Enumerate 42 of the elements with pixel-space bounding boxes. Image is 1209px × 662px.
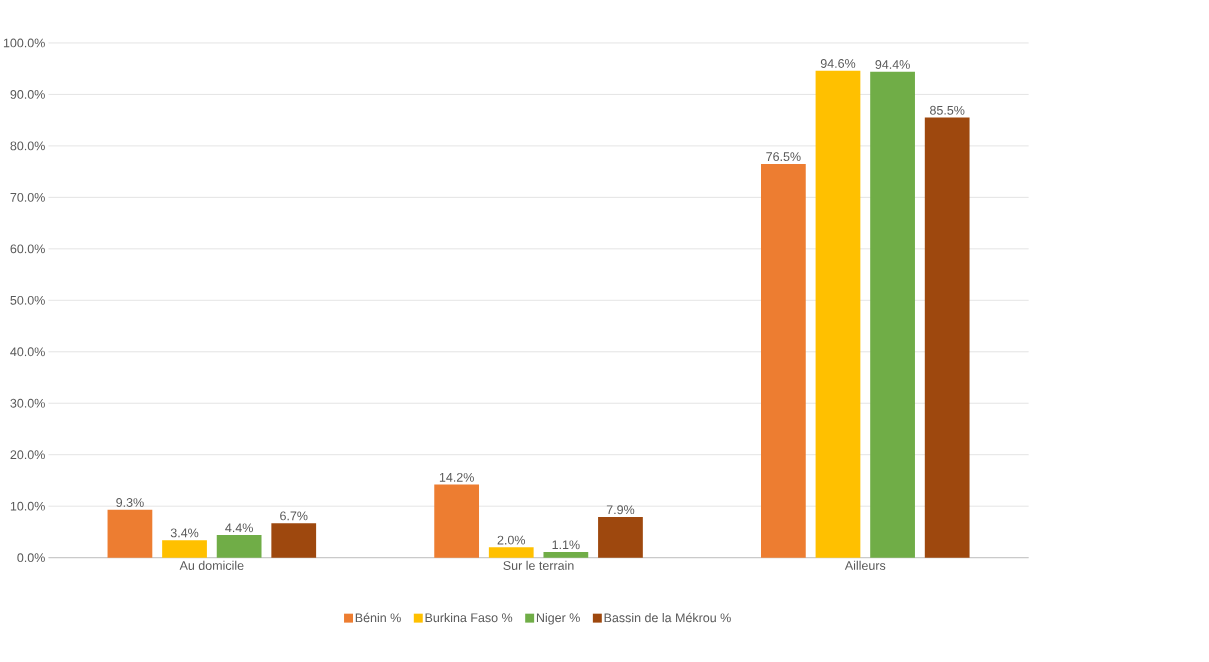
y-tick-label: 80.0% bbox=[10, 141, 45, 151]
bar bbox=[107, 509, 153, 558]
data-label: 4.4% bbox=[225, 523, 253, 532]
bar bbox=[924, 117, 970, 558]
data-label: 94.6% bbox=[820, 58, 856, 68]
x-tick-label: Au domicile bbox=[179, 560, 244, 570]
bar bbox=[598, 516, 643, 558]
y-tick-label: 30.0% bbox=[10, 398, 45, 408]
data-label: 2.0% bbox=[497, 535, 526, 545]
y-tick-label: 100.0% bbox=[3, 38, 45, 48]
bar bbox=[162, 539, 207, 558]
y-tick-label: 90.0% bbox=[10, 89, 45, 99]
legend-label: Bénin % bbox=[355, 612, 401, 623]
y-tick-label: 20.0% bbox=[10, 450, 45, 459]
y-tick-label: 50.0% bbox=[10, 295, 45, 305]
bar bbox=[815, 70, 861, 558]
data-label: 94.4% bbox=[875, 59, 910, 69]
data-label: 85.5% bbox=[930, 105, 965, 115]
data-label: 14.2% bbox=[439, 472, 474, 482]
legend-label: Burkina Faso % bbox=[425, 612, 513, 622]
bar bbox=[543, 551, 589, 558]
data-label: 7.9% bbox=[606, 505, 635, 514]
bar bbox=[760, 163, 806, 558]
data-label: 9.3% bbox=[116, 497, 144, 507]
y-tick-label: 40.0% bbox=[10, 347, 45, 357]
data-label: 6.7% bbox=[280, 511, 308, 521]
x-tick-label: Sur le terrain bbox=[503, 560, 574, 570]
legend-label: Niger % bbox=[536, 612, 580, 625]
bar bbox=[434, 484, 480, 558]
bar bbox=[271, 522, 317, 558]
y-tick-label: 10.0% bbox=[10, 501, 45, 511]
y-tick-label: 0.0% bbox=[17, 553, 45, 562]
x-tick-label: Ailleurs bbox=[844, 560, 886, 570]
data-label: 1.1% bbox=[552, 540, 580, 549]
data-label: 76.5% bbox=[766, 152, 801, 161]
bar bbox=[488, 547, 534, 558]
legend-label: Bassin de la Mékrou % bbox=[604, 612, 731, 623]
bar bbox=[216, 534, 262, 558]
data-label: 3.4% bbox=[170, 528, 199, 538]
y-tick-label: 70.0% bbox=[10, 192, 45, 202]
bar bbox=[870, 71, 915, 558]
y-tick-label: 60.0% bbox=[10, 244, 45, 254]
